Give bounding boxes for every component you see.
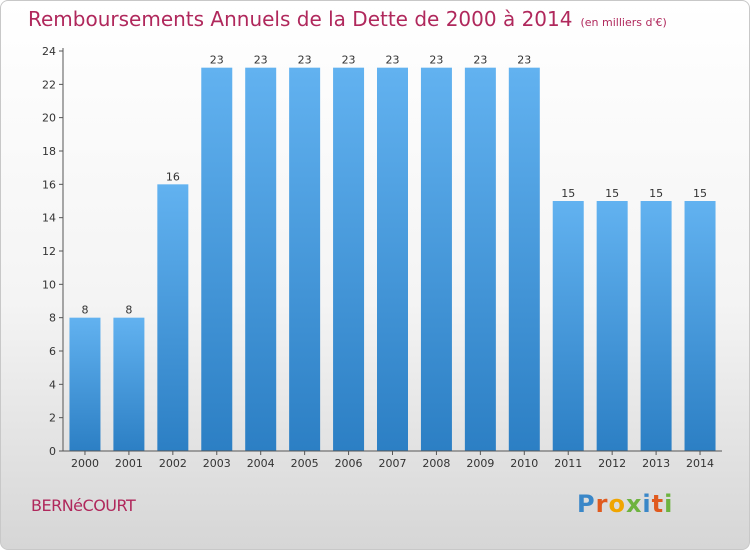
bar-2002 — [157, 184, 189, 452]
y-tick-label-12: 12 — [42, 245, 56, 258]
x-tick-label-2002: 2002 — [159, 457, 187, 470]
x-tick-label-2009: 2009 — [466, 457, 494, 470]
y-tick-label-0: 0 — [49, 445, 56, 458]
logo-letter: i — [664, 490, 674, 518]
y-tick-label-2: 2 — [49, 412, 56, 425]
x-tick-label-2007: 2007 — [379, 457, 407, 470]
bar-2014 — [684, 201, 716, 451]
data-label-2003: 23 — [210, 54, 224, 67]
logo-letter: i — [642, 490, 652, 518]
y-tick-label-10: 10 — [42, 278, 56, 291]
data-label-2004: 23 — [254, 54, 268, 67]
data-label-2009: 23 — [473, 54, 487, 67]
data-label-2007: 23 — [386, 54, 400, 67]
y-tick-label-22: 22 — [42, 78, 56, 91]
bar-2003 — [201, 67, 233, 452]
x-tick-label-2010: 2010 — [510, 457, 538, 470]
x-tick-label-2014: 2014 — [686, 457, 714, 470]
commune-name: BERNéCOURT — [31, 496, 136, 515]
x-tick-label-2008: 2008 — [422, 457, 450, 470]
y-tick-label-14: 14 — [42, 212, 56, 225]
data-label-2001: 8 — [125, 304, 132, 317]
logo-letter: P — [577, 490, 596, 518]
y-tick-label-24: 24 — [42, 45, 56, 58]
chart-title: Remboursements Annuels de la Dette de 20… — [28, 7, 667, 31]
y-tick-label-18: 18 — [42, 145, 56, 158]
bar-2008 — [420, 67, 452, 452]
x-tick-label-2005: 2005 — [291, 457, 319, 470]
logo-letter: o — [608, 490, 626, 518]
bars-group — [69, 67, 716, 452]
x-tick-label-2000: 2000 — [71, 457, 99, 470]
bar-2001 — [113, 317, 145, 451]
y-tick-label-4: 4 — [49, 378, 56, 391]
x-tick-label-2012: 2012 — [598, 457, 626, 470]
data-label-2014: 15 — [693, 187, 707, 200]
bar-2010 — [508, 67, 540, 452]
bar-2006 — [333, 67, 365, 452]
y-tick-label-16: 16 — [42, 178, 56, 191]
logo-letter: r — [595, 490, 609, 518]
x-tick-label-2004: 2004 — [247, 457, 275, 470]
bar-2007 — [377, 67, 408, 452]
data-label-2002: 16 — [166, 170, 180, 183]
y-tick-label-8: 8 — [49, 312, 56, 325]
x-axis: 2000 2001 2002 2003 2004 2005 2006 2007 2008 2009… — [63, 450, 722, 470]
data-label-2006: 23 — [342, 54, 356, 67]
x-tick-label-2006: 2006 — [335, 457, 363, 470]
data-label-2000: 8 — [81, 304, 88, 317]
bar-2005 — [289, 67, 321, 452]
x-tick-label-2013: 2013 — [642, 457, 670, 470]
chart-title-text: Remboursements Annuels de la Dette de 20… — [28, 7, 573, 31]
data-label-2005: 23 — [298, 54, 312, 67]
chart-unit: (en milliers d'€) — [580, 16, 667, 29]
bar-2012 — [596, 201, 628, 451]
data-labels-group: 8 8 16 23 23 23 23 23 23 23 23 15 15 15 15 — [81, 54, 707, 317]
bar-2004 — [245, 67, 277, 452]
bar-2000 — [69, 317, 101, 451]
proxiti-logo: Proxiti — [577, 490, 673, 518]
bar-2013 — [640, 201, 672, 451]
bar-2011 — [552, 201, 584, 451]
logo-letter: t — [651, 490, 665, 518]
bar-2009 — [464, 67, 496, 452]
data-label-2012: 15 — [605, 187, 619, 200]
logo-letter: x — [625, 490, 643, 518]
y-tick-label-6: 6 — [49, 345, 56, 358]
x-tick-label-2001: 2001 — [115, 457, 143, 470]
data-label-2010: 23 — [517, 54, 531, 67]
x-tick-label-2011: 2011 — [554, 457, 582, 470]
x-tick-label-2003: 2003 — [203, 457, 231, 470]
data-label-2013: 15 — [649, 187, 663, 200]
data-label-2011: 15 — [561, 187, 575, 200]
y-tick-label-20: 20 — [42, 112, 56, 125]
data-label-2008: 23 — [429, 54, 443, 67]
